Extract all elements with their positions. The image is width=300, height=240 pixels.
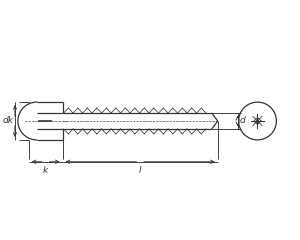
Text: l: l [139, 166, 141, 175]
Text: dk: dk [3, 116, 14, 126]
Text: k: k [43, 166, 48, 175]
Text: d: d [240, 116, 245, 126]
